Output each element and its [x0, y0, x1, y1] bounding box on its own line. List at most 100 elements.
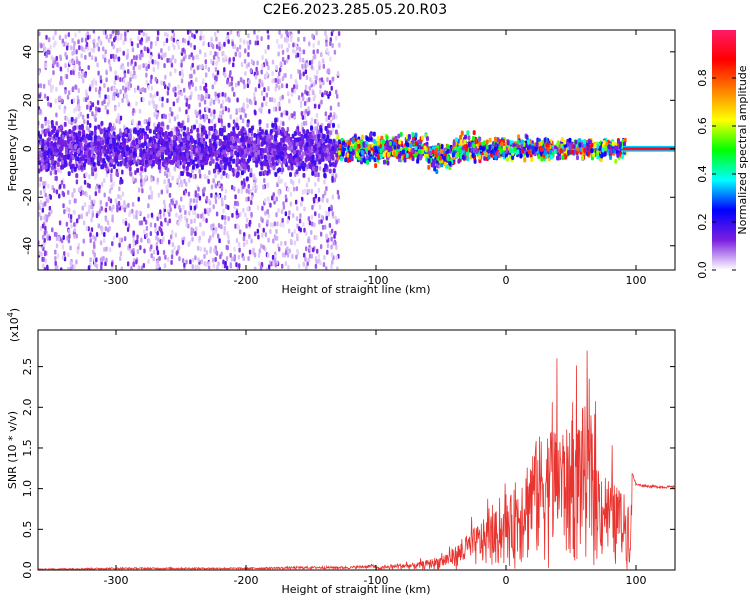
heatmap-cell: [277, 189, 280, 195]
heatmap-cell: [69, 218, 73, 224]
heatmap-cell: [286, 47, 289, 53]
heatmap-cell: [264, 232, 268, 238]
heatmap-cell: [119, 115, 123, 121]
heatmap-cell: [217, 118, 221, 124]
heatmap-cell: [201, 63, 204, 69]
heatmap-cell: [310, 230, 313, 236]
heatmap-cell: [156, 177, 160, 183]
heatmap-cell: [337, 31, 341, 37]
heatmap-cell: [238, 30, 241, 33]
heatmap-cell: [307, 238, 310, 244]
heatmap-cell: [143, 46, 147, 52]
heatmap-cell: [175, 200, 178, 206]
heatmap-cell: [277, 51, 280, 57]
heatmap-cell: [121, 97, 124, 103]
heatmap-cell: [292, 48, 295, 54]
heatmap-cell: [290, 165, 294, 171]
heatmap-cell: [221, 141, 225, 147]
heatmap-cell: [308, 60, 312, 66]
heatmap-cell: [203, 160, 207, 166]
heatmap-cell: [407, 133, 411, 139]
heatmap-cell: [55, 175, 58, 181]
heatmap-cell: [265, 267, 269, 270]
heatmap-cell: [197, 213, 200, 219]
heatmap-cell: [89, 257, 92, 263]
heatmap-cell: [106, 101, 110, 107]
heatmap-cell: [85, 225, 89, 231]
heatmap-cell: [312, 196, 316, 202]
heatmap-cell: [218, 238, 221, 244]
heatmap-cell: [279, 96, 282, 102]
heatmap-cell: [331, 30, 335, 33]
heatmap-cell: [198, 109, 202, 115]
heatmap-cell: [304, 108, 308, 114]
heatmap-cell: [338, 42, 341, 48]
heatmap-cell: [117, 56, 120, 62]
heatmap-cell: [147, 121, 151, 127]
heatmap-cell: [212, 178, 215, 184]
heatmap-cell: [311, 204, 314, 210]
heatmap-cell: [254, 74, 258, 80]
heatmap-cell: [166, 188, 169, 194]
heatmap-cell: [69, 70, 73, 76]
heatmap-cell: [39, 225, 43, 231]
heatmap-cell: [118, 242, 121, 248]
heatmap-cell: [212, 99, 216, 105]
heatmap-cell: [185, 101, 188, 107]
heatmap-cell: [368, 156, 372, 162]
heatmap-cell: [222, 50, 225, 56]
heatmap-cell: [252, 92, 256, 98]
heatmap-cell: [54, 30, 57, 36]
heatmap-cell: [73, 198, 77, 204]
heatmap-cell: [519, 153, 523, 159]
heatmap-cell: [246, 40, 249, 46]
heatmap-cell: [65, 45, 69, 51]
heatmap-cell: [95, 231, 99, 237]
heatmap-cell: [114, 35, 117, 41]
heatmap-cell: [46, 214, 49, 220]
heatmap-cell: [190, 73, 193, 79]
heatmap-cell: [267, 34, 270, 40]
heatmap-cell: [324, 30, 327, 36]
heatmap-cell: [143, 229, 146, 235]
heatmap-cell: [250, 59, 254, 65]
heatmap-cell: [261, 232, 264, 238]
heatmap-cell: [118, 155, 122, 161]
heatmap-cell: [213, 109, 216, 115]
heatmap-cell: [218, 41, 221, 47]
heatmap-cell: [281, 49, 285, 55]
heatmap-cell: [214, 130, 218, 136]
heatmap-cell: [142, 31, 145, 37]
heatmap-cell: [214, 51, 217, 57]
heatmap-cell: [317, 213, 321, 219]
heatmap-cell: [275, 65, 278, 71]
heatmap-cell: [236, 223, 239, 229]
heatmap-cell: [110, 177, 113, 183]
heatmap-cell: [242, 256, 245, 262]
heatmap-cell: [459, 134, 463, 140]
heatmap-cell: [150, 177, 153, 183]
heatmap-cell: [266, 219, 269, 225]
heatmap-cell: [296, 52, 300, 58]
heatmap-cell: [208, 108, 211, 114]
heatmap-cell: [281, 167, 285, 173]
heatmap-cell: [322, 193, 325, 199]
heatmap-cell: [293, 228, 297, 234]
heatmap-cell: [83, 179, 87, 185]
heatmap-cell: [106, 109, 109, 115]
heatmap-cell: [204, 209, 207, 215]
heatmap-cell: [269, 228, 272, 234]
heatmap-cell: [143, 135, 147, 141]
heatmap-cell: [149, 92, 152, 98]
heatmap-cell: [216, 134, 220, 140]
heatmap-cell: [42, 257, 45, 263]
heatmap-cell: [47, 183, 50, 189]
heatmap-cell: [67, 266, 70, 270]
heatmap-cell: [40, 123, 44, 129]
heatmap-cell: [49, 44, 52, 50]
heatmap-cell: [71, 155, 75, 161]
heatmap-cell: [233, 44, 237, 50]
heatmap-cell: [75, 233, 78, 239]
heatmap-cell: [183, 267, 186, 270]
heatmap-cell: [237, 188, 240, 194]
